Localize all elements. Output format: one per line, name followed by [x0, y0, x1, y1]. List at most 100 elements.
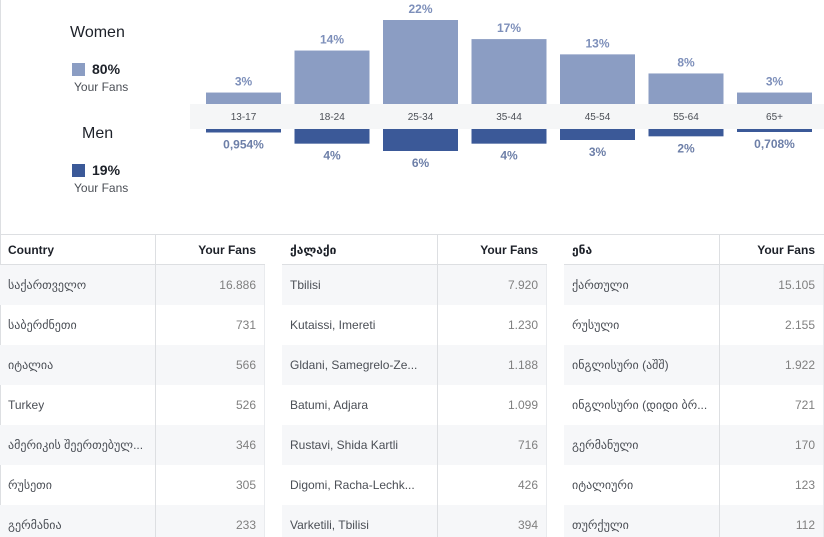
axis-band — [190, 104, 824, 129]
age-tick-label: 45-54 — [585, 112, 611, 123]
women-data-label: 22% — [408, 2, 432, 16]
row-name: Kutaissi, Imereti — [290, 318, 376, 332]
men-data-label: 4% — [323, 149, 341, 163]
row-name: გერმანია — [8, 518, 62, 532]
table-row: იტალიური 123 — [564, 465, 824, 505]
header-name[interactable]: Country — [8, 243, 54, 257]
table-edge — [546, 265, 547, 537]
men-data-label: 2% — [677, 141, 695, 155]
column-divider — [155, 235, 156, 537]
row-name: Gldani, Samegrelo-Ze... — [290, 358, 418, 372]
women-swatch — [72, 62, 85, 76]
fan-tables: Country Your Fans საქართველო 16.886 საბერძნე… — [0, 234, 824, 537]
table-row: Varketili, Tbilisi 394 — [282, 505, 547, 537]
header-value[interactable]: Your Fans — [480, 243, 538, 257]
men-data-label: 6% — [412, 156, 430, 170]
table-row: Kutaissi, Imereti 1.230 — [282, 305, 547, 345]
row-name: გერმანული — [572, 438, 639, 452]
table-row: ამერიკის შეერთებულ... 346 — [0, 425, 265, 465]
table-row: Turkey 526 — [0, 385, 265, 425]
row-name: იტალია — [8, 358, 54, 372]
row-value: 123 — [794, 478, 815, 492]
row-value: 233 — [235, 518, 256, 532]
row-value: 394 — [517, 518, 538, 532]
row-name: Rustavi, Shida Kartli — [290, 438, 399, 452]
column-divider — [437, 235, 438, 537]
men-swatch — [72, 163, 85, 177]
row-value: 112 — [795, 518, 815, 532]
women-data-label: 14% — [320, 33, 344, 47]
table-row: Digomi, Racha-Lechk... 426 — [282, 465, 547, 505]
men-data-label: 4% — [500, 149, 518, 163]
women-data-label: 17% — [497, 21, 521, 35]
row-value: 1.230 — [507, 318, 538, 332]
women-percent: 80% — [92, 61, 121, 77]
row-value: 716 — [517, 438, 538, 452]
header-value[interactable]: Your Fans — [757, 243, 815, 257]
header-value[interactable]: Your Fans — [198, 243, 256, 257]
header-name[interactable]: ენა — [572, 243, 593, 257]
table-row: ქართული 15.105 — [564, 265, 824, 305]
row-name: ინგლისური (დიდი ბრ... — [572, 398, 708, 412]
men-data-label: 3% — [589, 145, 607, 159]
table-row: Batumi, Adjara 1.099 — [282, 385, 547, 425]
row-name: საქართველო — [8, 278, 87, 292]
row-value: 15.105 — [778, 278, 815, 292]
table-row: საბერძნეთი 731 — [0, 305, 265, 345]
women-legend-row: 80% — [72, 61, 120, 77]
women-subtitle: Your Fans — [74, 80, 129, 94]
men-data-label: 0,708% — [754, 137, 795, 151]
men-percent: 19% — [92, 162, 121, 178]
women-bar — [383, 20, 458, 104]
age-tick-label: 13-17 — [231, 112, 257, 123]
row-value: 346 — [235, 438, 256, 452]
row-value: 721 — [794, 398, 815, 412]
age-tick-label: 55-64 — [673, 112, 699, 123]
row-name: Digomi, Racha-Lechk... — [290, 478, 415, 492]
women-data-label: 3% — [235, 75, 253, 89]
table-header: Country Your Fans — [0, 235, 265, 265]
table-row: საქართველო 16.886 — [0, 265, 265, 305]
city-table: ქალაქი Your Fans Tbilisi 7.920 Kutaissi, Ime… — [282, 235, 547, 537]
age-tick-label: 35-44 — [496, 112, 522, 123]
women-bar — [648, 73, 724, 104]
women-bar — [294, 50, 370, 104]
row-value: 16.886 — [219, 278, 256, 292]
table-header: ენა Your Fans — [564, 235, 824, 265]
women-bar — [737, 92, 812, 104]
table-row: თურქული 112 — [564, 505, 824, 537]
row-name: ქართული — [572, 278, 629, 292]
men-subtitle: Your Fans — [74, 181, 129, 195]
row-name: ამერიკის შეერთებულ... — [8, 438, 144, 452]
table-row: ინგლისური (დიდი ბრ... 721 — [564, 385, 824, 425]
women-data-label: 3% — [766, 75, 784, 89]
men-title: Men — [82, 125, 114, 142]
men-data-label: 0,954% — [223, 137, 264, 151]
header-name[interactable]: ქალაქი — [290, 243, 337, 257]
age-gender-chart: 3% 0,954% 13-17 14% 4% 18-24 22% 6% 25-34 17% 4% 35… — [190, 2, 824, 170]
table-row: იტალია 566 — [0, 345, 265, 385]
row-name: Batumi, Adjara — [290, 398, 369, 412]
row-value: 426 — [517, 478, 538, 492]
women-data-label: 13% — [585, 36, 609, 50]
men-bar — [471, 129, 547, 144]
row-name: Tbilisi — [290, 278, 321, 292]
men-bar — [206, 129, 281, 133]
table-row: ინგლისური (აშშ) 1.922 — [564, 345, 824, 385]
men-bar — [294, 129, 370, 144]
row-value: 526 — [235, 398, 256, 412]
men-legend-row: 19% — [72, 162, 120, 178]
table-row: გერმანია 233 — [0, 505, 265, 537]
row-value: 1.922 — [784, 358, 815, 372]
row-name: რუსეთი — [8, 478, 53, 492]
gender-legend: Women 80% Your Fans Men 19% Your Fans — [0, 0, 190, 230]
row-name: საბერძნეთი — [8, 318, 77, 332]
row-value: 731 — [235, 318, 256, 332]
age-tick-label: 18-24 — [319, 112, 345, 123]
row-value: 170 — [794, 438, 815, 452]
table-header: ქალაქი Your Fans — [282, 235, 547, 265]
women-bar — [206, 92, 281, 104]
age-tick-label: 65+ — [766, 112, 783, 123]
row-name: ინგლისური (აშშ) — [572, 358, 669, 372]
row-value: 1.099 — [507, 398, 538, 412]
